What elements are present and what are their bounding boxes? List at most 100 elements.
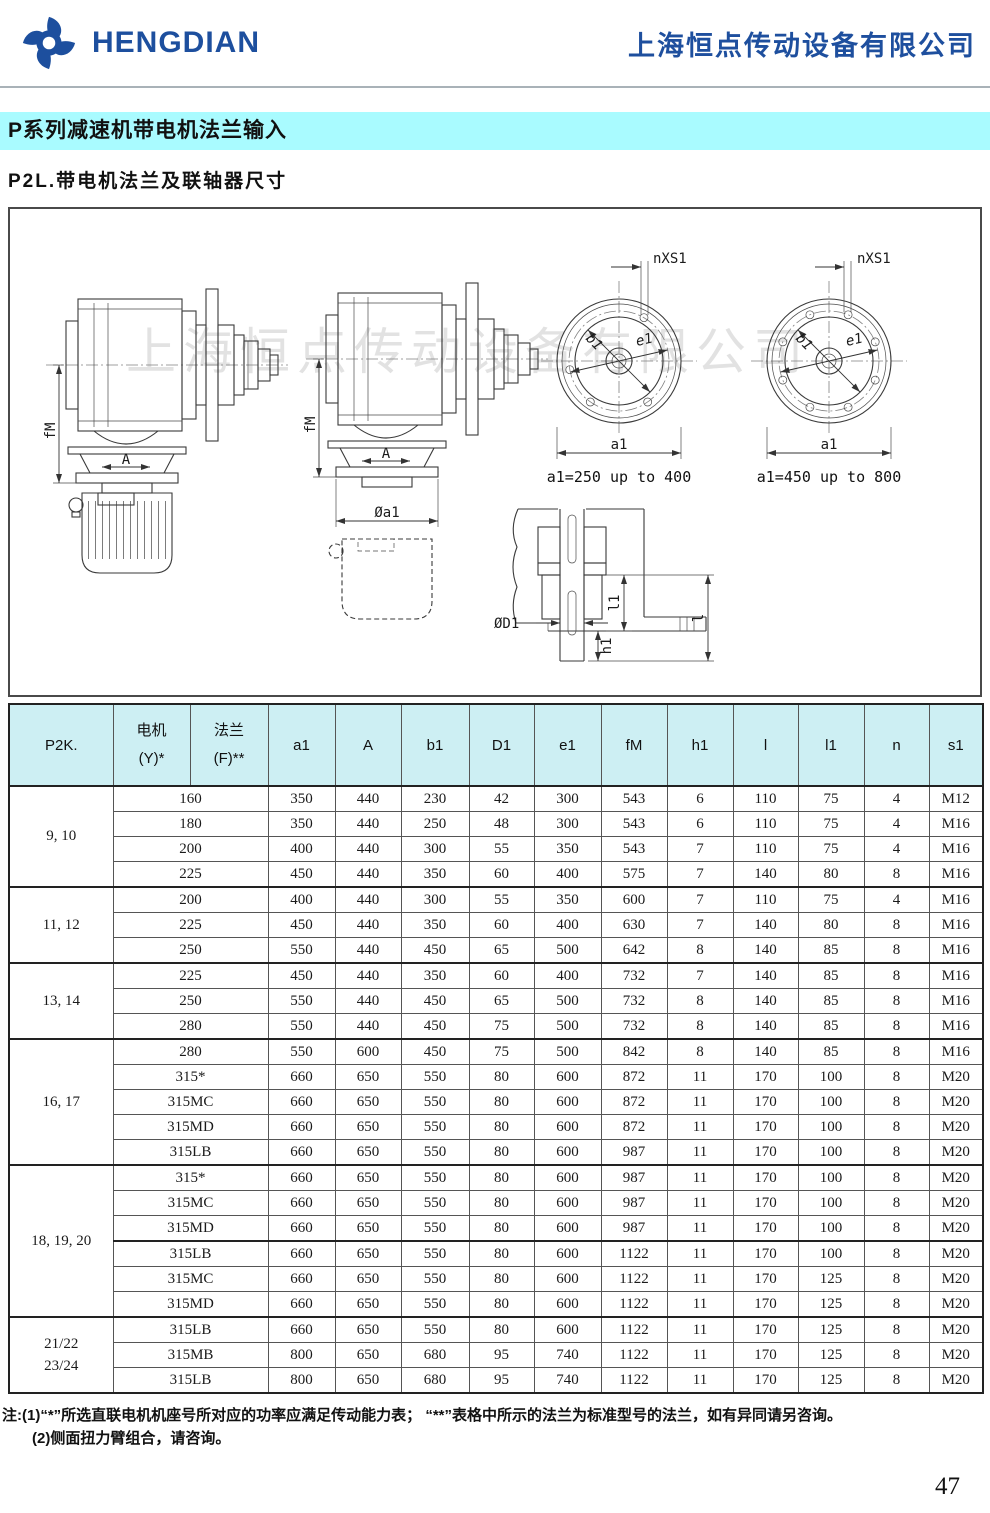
dim-value-cell: 1122	[600, 1291, 668, 1318]
dim-value-cell: 8	[863, 1367, 930, 1394]
dim-value-cell: M20	[928, 1139, 984, 1166]
dim-value-cell: 300	[400, 836, 470, 862]
dim-value-cell: 170	[732, 1342, 799, 1368]
dim-value-cell: 80	[797, 861, 865, 888]
dim-value-cell: 65	[468, 988, 535, 1014]
dim-value-cell: 660	[267, 1064, 336, 1090]
table-row: 225 450 440 350 60 400 575 7 140 80 8 M16	[9, 861, 984, 888]
page-number: 47	[935, 1472, 960, 1500]
dim-value-cell: 8	[863, 1064, 930, 1090]
motor-size-cell: 315MC	[112, 1190, 269, 1216]
dim-value-cell: 80	[468, 1266, 535, 1292]
dim-value-cell: 95	[468, 1367, 535, 1394]
dim-value-cell: 600	[533, 1316, 602, 1343]
dim-value-cell: 650	[334, 1190, 402, 1216]
dim-value-cell: 440	[334, 811, 402, 837]
dim-value-cell: 11	[666, 1215, 734, 1242]
dim-value-cell: 7	[666, 912, 734, 938]
table-row: 315LB 660 650 550 80 600 987 11 170 100 8 M20	[9, 1139, 984, 1166]
dim-value-cell: 8	[863, 1013, 930, 1040]
dim-value-cell: 8	[863, 1342, 930, 1368]
dim-value-cell: 80	[797, 912, 865, 938]
dim-value-cell: 6	[666, 785, 734, 812]
table-row: 315MD 660 650 550 80 600 872 11 170 100 8 M20	[9, 1114, 984, 1140]
dim-value-cell: 8	[863, 1215, 930, 1242]
dim-value-cell: 140	[732, 1038, 799, 1065]
dim-value-cell: 170	[732, 1190, 799, 1216]
dim-value-cell: 125	[797, 1342, 865, 1368]
dim-value-cell: 400	[533, 962, 602, 989]
dim-value-cell: 575	[600, 861, 668, 888]
watermark-text: 上海恒点传动设备有限公司	[126, 324, 810, 380]
dim-value-cell: 987	[600, 1164, 668, 1191]
table-row: 180 350 440 250 48 300 543 6 110 75 4 M16	[9, 811, 984, 837]
dim-value-cell: 125	[797, 1291, 865, 1318]
dim-value-cell: 140	[732, 962, 799, 989]
dim-value-cell: 660	[267, 1266, 336, 1292]
dim-value-cell: 600	[600, 886, 668, 913]
footnote-2: (2)侧面扭力臂组合，请咨询。	[32, 1430, 231, 1448]
dim-value-cell: 4	[863, 886, 930, 913]
dim-value-cell: 8	[863, 988, 930, 1014]
dim-value-cell: 600	[533, 1266, 602, 1292]
dim-value-cell: 65	[468, 937, 535, 964]
col-header-A: A	[334, 703, 402, 787]
dim-value-cell: 8	[666, 937, 734, 964]
dim-value-cell: 300	[533, 811, 602, 837]
dim-value-cell: 125	[797, 1316, 865, 1343]
dim-value-cell: 550	[400, 1114, 470, 1140]
dim-value-cell: 125	[797, 1266, 865, 1292]
dim-value-cell: 80	[468, 1215, 535, 1242]
dim-value-cell: 8	[863, 1089, 930, 1115]
motor-size-cell: 315*	[112, 1164, 269, 1191]
dim-value-cell: 11	[666, 1266, 734, 1292]
dim-value-cell: 80	[468, 1190, 535, 1216]
dim-value-cell: 650	[334, 1240, 402, 1267]
table-row: 13, 14 225 450 440 350 60 400 732 7 140 85 8 M16	[8, 962, 984, 1040]
footnote-1: 注:(1)“*”所选直联电机机座号所对应的功率应满足传动能力表； “**”表格中…	[2, 1407, 843, 1424]
dim-value-cell: 7	[666, 836, 734, 862]
dim-value-cell: 550	[400, 1266, 470, 1292]
dim-value-cell: 987	[600, 1139, 668, 1166]
dim-value-cell: M16	[928, 1038, 984, 1065]
dim-value-cell: 75	[468, 1038, 535, 1065]
col-header-flange: 法兰 (F)**	[189, 703, 269, 787]
dim-value-cell: 500	[533, 1038, 602, 1065]
dim-value-cell: 100	[797, 1240, 865, 1267]
motor-size-cell: 200	[112, 886, 269, 913]
dim-value-cell: 140	[732, 937, 799, 964]
dim-value-cell: 80	[468, 1139, 535, 1166]
motor-size-cell: 250	[112, 937, 269, 964]
dim-value-cell: 550	[400, 1190, 470, 1216]
dim-value-cell: 7	[666, 962, 734, 989]
dim-value-cell: 680	[400, 1367, 470, 1394]
dim-value-cell: 110	[732, 886, 799, 913]
dimension-spec-table: P2K. 电机 (Y)* 法兰 (F)** a1 A b1 D1 e1 fM h…	[8, 703, 984, 1394]
dim-value-cell: 85	[797, 1038, 865, 1065]
dim-value-cell: 125	[797, 1367, 865, 1394]
dim-value-cell: 7	[666, 861, 734, 888]
dim-value-cell: 140	[732, 912, 799, 938]
table-row: 250 550 440 450 65 500 732 8 140 85 8 M16	[9, 988, 984, 1014]
dim-value-cell: 48	[468, 811, 535, 837]
dim-value-cell: 100	[797, 1089, 865, 1115]
col-header-p2k: P2K.	[8, 703, 114, 787]
dim-value-cell: M16	[928, 836, 984, 862]
dim-value-cell: 440	[334, 836, 402, 862]
dim-label-phi-a1: Øa1	[374, 505, 399, 521]
page-header: HENGDIAN 上海恒点传动设备有限公司	[0, 0, 990, 88]
dim-value-cell: 600	[533, 1291, 602, 1318]
dim-value-cell: 650	[334, 1291, 402, 1318]
dim-value-cell: 110	[732, 811, 799, 837]
dim-label-phi-D1: ØD1	[494, 616, 519, 632]
motor-size-cell: 315LB	[112, 1316, 269, 1343]
table-row: 9, 10 160 350 440 230 42 300 543 6 110 75 4 M12	[8, 785, 984, 888]
dim-value-cell: 450	[400, 988, 470, 1014]
col-header-a1: a1	[267, 703, 336, 787]
dim-value-cell: 170	[732, 1291, 799, 1318]
dim-value-cell: 170	[732, 1089, 799, 1115]
dim-value-cell: 800	[267, 1342, 336, 1368]
dim-value-cell: 450	[267, 912, 336, 938]
motor-size-cell: 315*	[112, 1064, 269, 1090]
col-header-s1: s1	[928, 703, 984, 787]
